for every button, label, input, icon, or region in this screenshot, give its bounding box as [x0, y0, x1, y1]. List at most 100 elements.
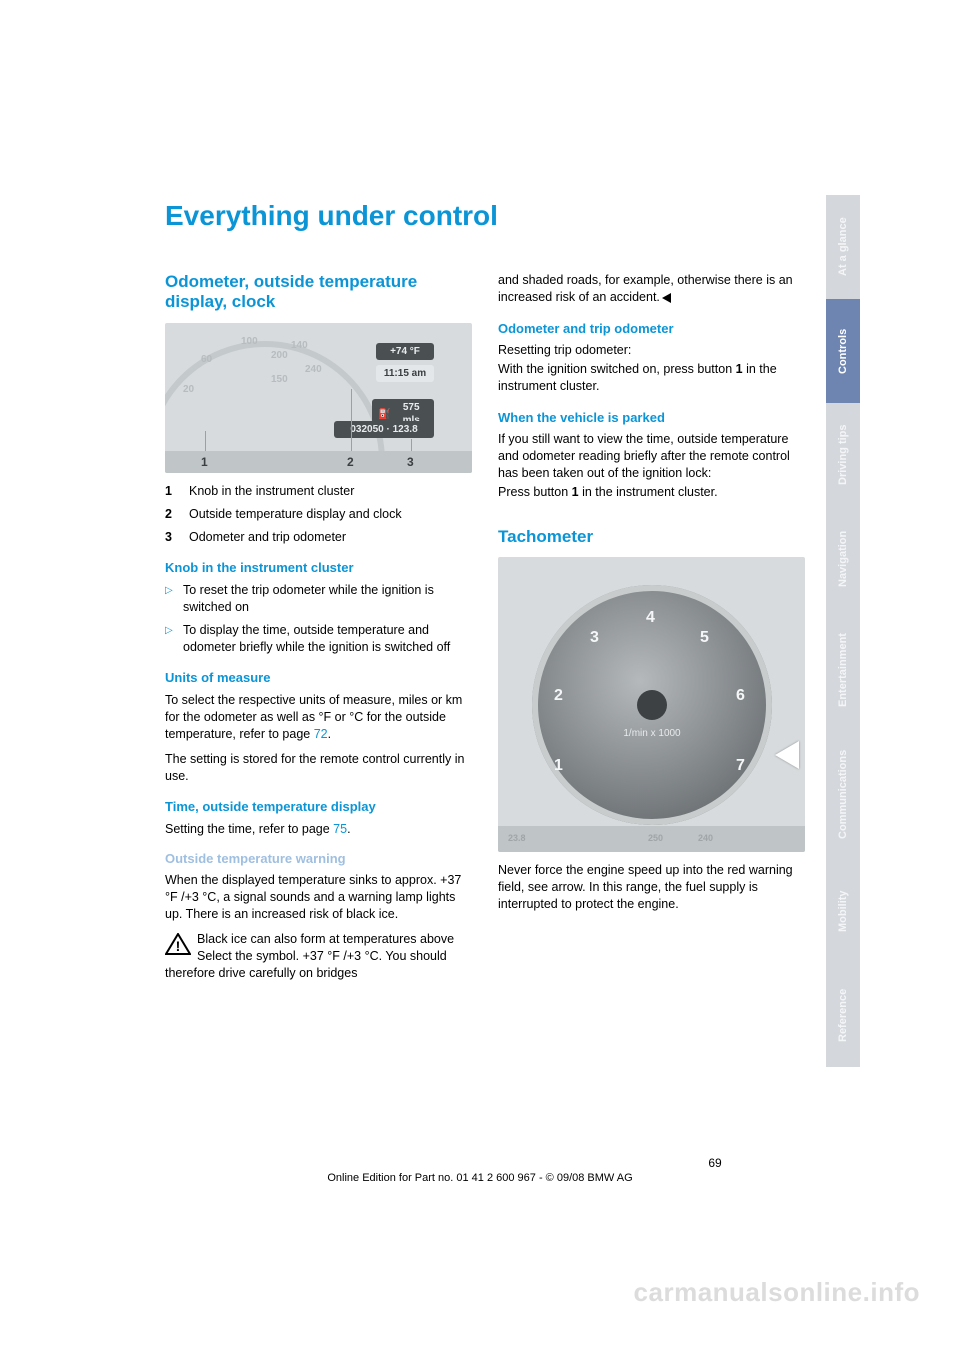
fuel-pump-icon: ⛽: [378, 408, 390, 422]
tach-num-7: 7: [736, 755, 745, 777]
subheading-parked: When the vehicle is parked: [498, 409, 805, 427]
bullet-item: ▷ To reset the trip odometer while the i…: [165, 582, 472, 616]
tick-20: 20: [183, 383, 194, 397]
warning-para-1: When the displayed temperature sinks to …: [165, 872, 472, 923]
tab-reference[interactable]: Reference: [826, 963, 860, 1067]
tachometer-face: 1 2 3 4 5 6 7 1/min x 1000: [532, 585, 772, 825]
tick-140: 140: [291, 339, 308, 353]
page-title: Everything under control: [165, 200, 805, 232]
units-para-2: The setting is stored for the remote con…: [165, 751, 472, 785]
subheading-knob: Knob in the instrument cluster: [165, 559, 472, 577]
figure-instrument-cluster: 20 60 100 140 150 200 240 +74 °F 11:15 a…: [165, 323, 472, 473]
watermark: carmanualsonline.info: [634, 1277, 920, 1308]
subheading-outside-temp-warning: Outside temperature warning: [165, 850, 472, 868]
warning-triangle-icon: !: [165, 933, 191, 955]
tick-200: 200: [271, 349, 288, 363]
page-link-72[interactable]: 72: [314, 727, 328, 741]
warning-block: ! Black ice can also form at temperature…: [165, 931, 472, 982]
text: in the instrument cluster.: [579, 485, 718, 499]
tick-240: 240: [305, 363, 322, 377]
tab-controls[interactable]: Controls: [826, 299, 860, 403]
legend-item: 3 Odometer and trip odometer: [165, 529, 472, 546]
tab-driving-tips[interactable]: Driving tips: [826, 403, 860, 507]
warning-para-2: Black ice can also form at temperatures …: [165, 932, 454, 980]
tach-center: [637, 690, 667, 720]
button-ref: 1: [736, 362, 743, 376]
text: With the ignition switched on, press but…: [498, 362, 736, 376]
section-heading-tachometer: Tachometer: [498, 527, 805, 547]
callout-3: 3: [407, 454, 414, 470]
tach-bottom-num: 250: [648, 832, 663, 844]
clock-display: 11:15 am: [376, 365, 434, 383]
odo-trip-para-2: With the ignition switched on, press but…: [498, 361, 805, 395]
legend-text: Outside temperature display and clock: [189, 506, 402, 523]
temp-display: +74 °F: [376, 343, 434, 361]
text: .: [328, 727, 331, 741]
odometer-display: 032050 · 123.8: [334, 421, 434, 439]
triangle-bullet-icon: ▷: [165, 582, 183, 616]
page-number: 69: [0, 1156, 960, 1170]
callout-2: 2: [347, 454, 354, 470]
tab-at-a-glance[interactable]: At a glance: [826, 195, 860, 299]
page-content: Everything under control Odometer, outsi…: [165, 200, 805, 982]
text: .: [347, 822, 350, 836]
legend-num: 2: [165, 506, 189, 523]
tach-num-1: 1: [554, 755, 563, 777]
tach-num-2: 2: [554, 685, 563, 707]
triangle-bullet-icon: ▷: [165, 622, 183, 656]
tach-para: Never force the engine speed up into the…: [498, 862, 805, 913]
tab-navigation[interactable]: Navigation: [826, 507, 860, 611]
text: Press button: [498, 485, 572, 499]
subheading-time: Time, outside temperature display: [165, 798, 472, 816]
text: Setting the time, refer to page: [165, 822, 333, 836]
time-para: Setting the time, refer to page 75.: [165, 821, 472, 838]
legend-text: Odometer and trip odometer: [189, 529, 346, 546]
tach-bottom-num: 23.8: [508, 832, 526, 844]
units-para-1: To select the respective units of measur…: [165, 692, 472, 743]
bullet-text: To reset the trip odometer while the ign…: [183, 582, 472, 616]
tach-arrow-icon: [775, 741, 799, 769]
legend-item: 1 Knob in the instrument cluster: [165, 483, 472, 500]
legend-text: Knob in the instrument cluster: [189, 483, 354, 500]
tach-num-3: 3: [590, 627, 599, 649]
tach-bottom-num: 240: [698, 832, 713, 844]
subheading-odometer-trip: Odometer and trip odometer: [498, 320, 805, 338]
end-marker-triangle-icon: [662, 293, 671, 303]
continuation-para: and shaded roads, for example, otherwise…: [498, 272, 805, 306]
legend-num: 3: [165, 529, 189, 546]
figure-callout-labels: 1 2 3: [165, 451, 472, 473]
legend-num: 1: [165, 483, 189, 500]
tab-entertainment[interactable]: Entertainment: [826, 611, 860, 729]
parked-para-2: Press button 1 in the instrument cluster…: [498, 484, 805, 501]
tab-communications[interactable]: Communications: [826, 729, 860, 859]
callout-line-2: [351, 389, 352, 453]
tick-150: 150: [271, 373, 288, 387]
page-link-75[interactable]: 75: [333, 822, 347, 836]
section-heading-odometer: Odometer, outside temperature display, c…: [165, 272, 472, 313]
tick-100: 100: [241, 335, 258, 349]
right-column: and shaded roads, for example, otherwise…: [498, 272, 805, 982]
text: and shaded roads, for example, otherwise…: [498, 273, 793, 304]
legend-item: 2 Outside temperature display and clock: [165, 506, 472, 523]
button-ref: 1: [572, 485, 579, 499]
odo-trip-para-1: Resetting trip odometer:: [498, 342, 805, 359]
subheading-units: Units of measure: [165, 669, 472, 687]
tick-60: 60: [201, 353, 212, 367]
callout-line-1: [205, 431, 206, 453]
tach-num-4: 4: [646, 607, 655, 629]
footer-line: Online Edition for Part no. 01 41 2 600 …: [0, 1172, 960, 1184]
callout-legend-list: 1 Knob in the instrument cluster 2 Outsi…: [165, 483, 472, 546]
figure-tachometer: 1 2 3 4 5 6 7 1/min x 1000 23.8 250 240: [498, 557, 805, 852]
tach-num-5: 5: [700, 627, 709, 649]
bullet-text: To display the time, outside temperature…: [183, 622, 472, 656]
tach-num-6: 6: [736, 685, 745, 707]
svg-text:!: !: [176, 938, 181, 954]
section-tabs: At a glance Controls Driving tips Naviga…: [826, 195, 860, 1067]
callout-1: 1: [201, 454, 208, 470]
tach-bottom-strip: 23.8 250 240: [498, 826, 805, 852]
left-column: Odometer, outside temperature display, c…: [165, 272, 472, 982]
bullet-item: ▷ To display the time, outside temperatu…: [165, 622, 472, 656]
tach-label: 1/min x 1000: [623, 727, 680, 741]
tab-mobility[interactable]: Mobility: [826, 859, 860, 963]
page-footer: 69 Online Edition for Part no. 01 41 2 6…: [0, 1156, 960, 1184]
